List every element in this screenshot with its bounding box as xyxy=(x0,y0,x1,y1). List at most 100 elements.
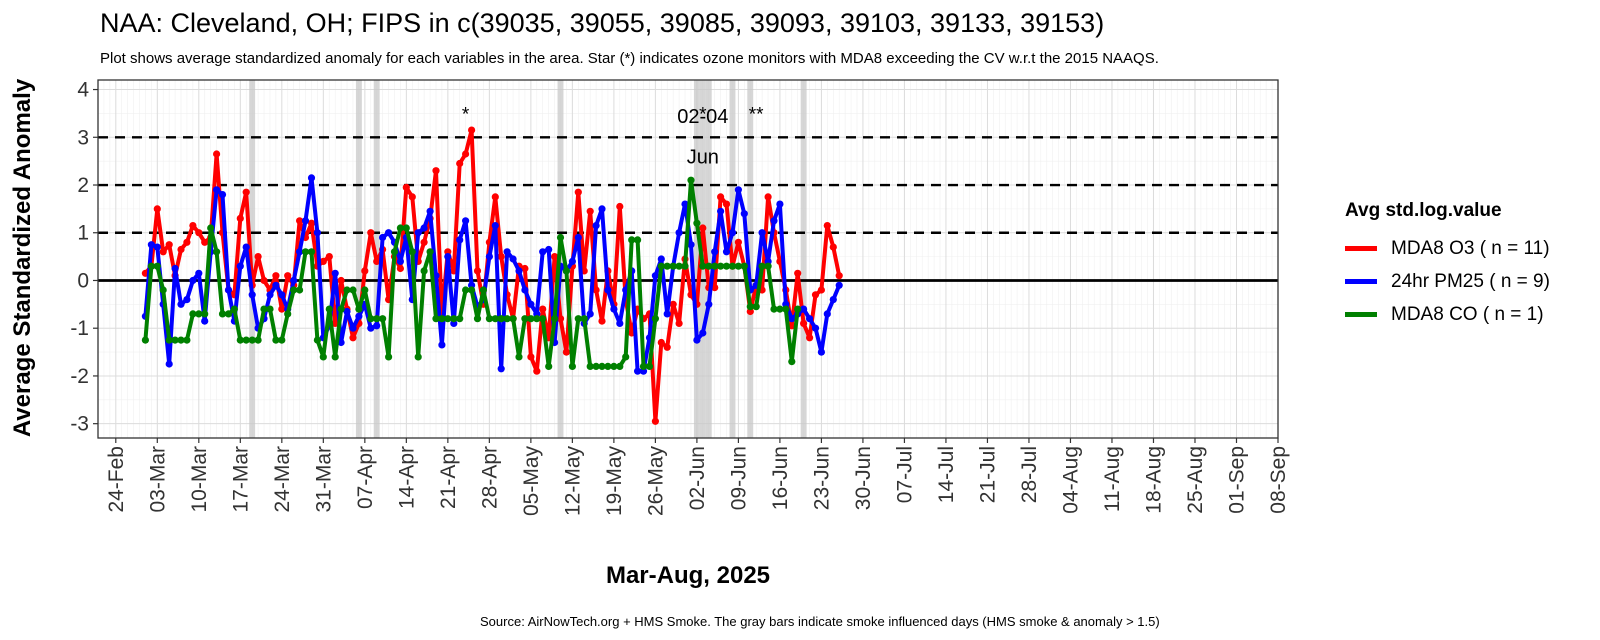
series-point-0 xyxy=(497,253,505,261)
series-point-0 xyxy=(657,338,665,347)
series-point-2 xyxy=(551,315,559,323)
series-point-1 xyxy=(462,217,470,225)
series-point-1 xyxy=(426,207,434,215)
series-point-2 xyxy=(462,286,470,294)
series-point-2 xyxy=(456,315,464,323)
legend-label-pm25: 24hr PM25 ( n = 9) xyxy=(1391,270,1550,292)
series-point-2 xyxy=(485,315,493,323)
series-point-0 xyxy=(800,319,808,327)
plot-border xyxy=(97,79,1279,439)
series-point-2 xyxy=(183,336,191,344)
series-point-0 xyxy=(468,126,476,134)
series-point-2 xyxy=(230,305,238,313)
series-point-2 xyxy=(527,315,535,323)
series-point-1 xyxy=(734,186,743,194)
series-point-1 xyxy=(651,272,660,280)
series-point-2 xyxy=(592,362,600,370)
x-tick-label: 31-Mar xyxy=(312,446,335,513)
series-point-2 xyxy=(444,315,452,323)
series-point-0 xyxy=(539,305,547,313)
series-point-1 xyxy=(829,296,837,304)
series-point-1 xyxy=(800,305,808,313)
series-point-1 xyxy=(806,315,814,323)
series-point-0 xyxy=(829,243,837,251)
series-point-1 xyxy=(717,207,725,215)
series-point-1 xyxy=(349,324,357,332)
series-point-2 xyxy=(479,286,487,294)
legend-swatch-co xyxy=(1345,312,1377,317)
series-point-0 xyxy=(331,319,339,327)
series-point-2 xyxy=(717,262,725,270)
series-point-1 xyxy=(195,269,203,277)
series-point-2 xyxy=(426,248,434,256)
x-tick-label: 01-Sep xyxy=(1226,446,1249,514)
series-point-2 xyxy=(165,336,173,344)
series-point-1 xyxy=(301,217,310,225)
series-point-1 xyxy=(242,243,250,251)
series-point-2 xyxy=(788,358,796,366)
series-point-2 xyxy=(266,305,274,313)
series-point-2 xyxy=(218,310,227,318)
series-point-0 xyxy=(711,284,719,292)
series-point-2 xyxy=(201,310,209,318)
legend-label-o3: MDA8 O3 ( n = 11) xyxy=(1391,237,1550,259)
series-point-0 xyxy=(717,193,725,201)
series-point-1 xyxy=(722,248,731,256)
series-point-2 xyxy=(598,362,606,370)
series-point-0 xyxy=(794,269,802,277)
series-point-0 xyxy=(669,300,677,308)
series-point-2 xyxy=(556,233,565,242)
x-tick-label: 12-May xyxy=(561,446,584,517)
series-point-0 xyxy=(663,343,671,351)
series-point-1 xyxy=(663,310,671,318)
series-point-0 xyxy=(195,229,203,237)
series-point-0 xyxy=(556,315,565,323)
series-point-2 xyxy=(628,236,636,244)
series-point-2 xyxy=(770,305,778,313)
x-tick-label: 28-Apr xyxy=(478,446,501,509)
legend-swatch-o3 xyxy=(1345,246,1377,251)
series-point-1 xyxy=(296,248,304,256)
x-tick-label: 07-Apr xyxy=(354,446,377,509)
series-point-2 xyxy=(562,267,571,275)
legend-title: Avg std.log.value xyxy=(1345,200,1502,221)
series-point-2 xyxy=(728,262,737,270)
annotation-label: 02-04 xyxy=(677,106,728,128)
x-tick-label: 18-Aug xyxy=(1143,446,1166,514)
series-point-2 xyxy=(438,315,446,323)
series-point-1 xyxy=(509,255,517,263)
series-point-2 xyxy=(610,362,618,370)
series-point-2 xyxy=(450,315,458,323)
series-point-0 xyxy=(586,207,594,215)
series-point-0 xyxy=(337,276,345,285)
series-point-0 xyxy=(402,183,410,191)
series-point-1 xyxy=(355,312,363,320)
series-point-0 xyxy=(562,348,571,356)
series-point-2 xyxy=(468,286,476,294)
series-point-0 xyxy=(260,276,268,285)
series-point-2 xyxy=(711,262,719,270)
series-point-2 xyxy=(141,336,149,344)
series-point-0 xyxy=(201,238,209,246)
series-point-1 xyxy=(788,315,796,323)
series-point-1 xyxy=(307,174,316,182)
series-point-1 xyxy=(521,286,529,294)
x-tick-label: 26-May xyxy=(644,446,667,517)
series-point-1 xyxy=(675,229,683,237)
series-point-1 xyxy=(610,305,618,313)
series-point-1 xyxy=(515,267,523,275)
series-point-2 xyxy=(290,286,298,294)
y-tick-label: 4 xyxy=(77,79,89,102)
series-point-0 xyxy=(361,267,369,275)
series-point-2 xyxy=(313,336,321,344)
series-point-2 xyxy=(604,362,612,370)
series-point-2 xyxy=(242,336,250,344)
series-point-1 xyxy=(657,255,665,263)
legend-item-co: MDA8 CO ( n = 1) xyxy=(1345,298,1550,331)
series-point-1 xyxy=(367,324,375,332)
series-point-2 xyxy=(687,176,695,184)
series-point-1 xyxy=(444,253,452,261)
series-point-2 xyxy=(343,286,351,294)
series-point-0 xyxy=(284,272,292,280)
series-point-1 xyxy=(497,365,505,373)
